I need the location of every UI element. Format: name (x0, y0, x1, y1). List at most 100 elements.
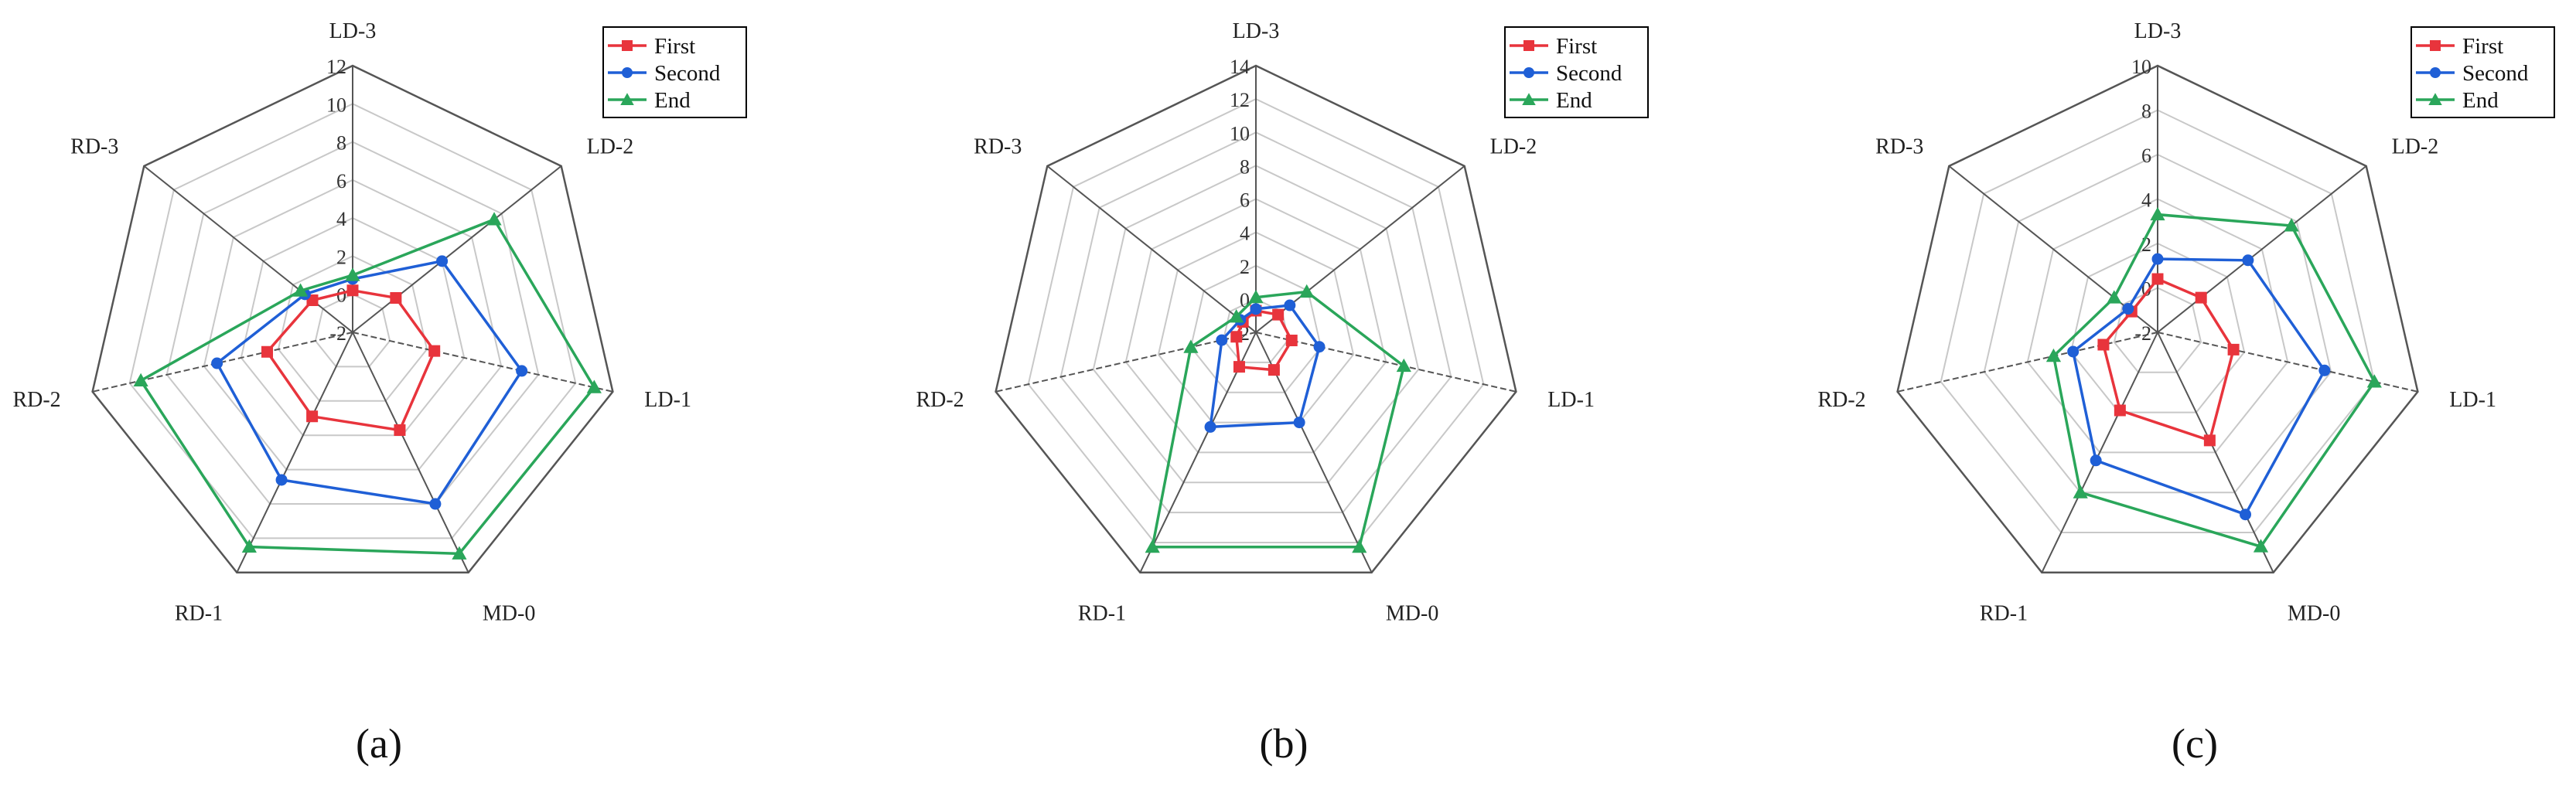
legend-label-second: Second (654, 61, 721, 86)
data-point-end (2284, 218, 2299, 232)
legend-marker-second (622, 67, 633, 78)
data-point-end (292, 283, 309, 297)
data-point-first (2195, 291, 2207, 304)
grid-ring (2026, 198, 2289, 454)
series-line-end (138, 217, 596, 556)
legend-label-second: Second (2462, 61, 2529, 86)
data-point-end (586, 379, 602, 393)
panel-label: (c) (2172, 720, 2218, 767)
grid-spoke (143, 165, 353, 333)
legend-marker-first (2430, 40, 2441, 51)
grid-spoke (236, 332, 353, 573)
radial-tick-labels: -2 0 2 4 6 8 10 12 (326, 56, 346, 345)
series-line-end (2052, 213, 2376, 549)
axis-label-md-0: MD-0 (483, 602, 535, 626)
grid-spoke (1255, 332, 1517, 393)
data-point-second (275, 474, 288, 486)
data-point-second (429, 498, 442, 510)
data-point-end (2107, 290, 2122, 304)
data-point-second (211, 357, 223, 369)
data-point-end (1183, 339, 1199, 353)
data-point-second (1204, 420, 1216, 433)
grid-ring (1092, 165, 1420, 484)
legend-marker-first (622, 40, 633, 51)
tick-label: -2 (2134, 322, 2151, 345)
legend-marker-end (1522, 93, 1536, 105)
tick-label: 10 (2131, 56, 2151, 78)
legend-entry-end: End (2416, 88, 2499, 113)
axis-label-rd-1: RD-1 (175, 602, 223, 626)
data-point-second (2090, 454, 2102, 467)
tick-label: 12 (1230, 89, 1250, 111)
axis-label-rd-2: RD-2 (1817, 388, 1865, 412)
axis-label-ld-3: LD-3 (329, 19, 377, 43)
data-point-end (345, 267, 360, 281)
radar-series (133, 212, 602, 560)
grid-spoke (352, 165, 562, 333)
radar-panel-a: -2 0 2 4 6 8 10 12 LD-3 LD-2 LD-1 MD-0 RD-1 RD-2 RD-3… (12, 19, 747, 767)
grid-ring (1059, 131, 1452, 514)
legend-label-second: Second (1556, 61, 1622, 86)
grid-spoke (2157, 332, 2274, 573)
grid-ring (314, 293, 391, 368)
data-point-first (1272, 308, 1285, 321)
legend-label-end: End (1556, 88, 1592, 113)
tick-label: 12 (326, 56, 346, 78)
legend-entry-end: End (608, 88, 691, 113)
grid-ring (1189, 264, 1322, 393)
data-point-end (2150, 206, 2165, 221)
data-point-end (2073, 485, 2088, 498)
grid-ring (91, 64, 614, 574)
grid-spoke (2041, 332, 2158, 573)
legend-marker-first (1523, 40, 1534, 51)
legend-label-end: End (2462, 88, 2499, 113)
data-point-first (394, 424, 406, 437)
axis-label-ld-2: LD-2 (2392, 135, 2439, 159)
data-point-first (2227, 343, 2240, 356)
data-point-first (2114, 404, 2126, 417)
axis-label-rd-1: RD-1 (1980, 602, 2028, 626)
panel-label: (a) (356, 720, 402, 767)
tick-label: 4 (336, 208, 346, 230)
tick-label: 2 (1240, 256, 1250, 278)
radar-grid (995, 64, 1517, 574)
grid-spoke (2157, 165, 2367, 333)
legend-entry-second: Second (2416, 61, 2529, 86)
series-line-end (1151, 290, 1406, 549)
tick-label: 2 (336, 246, 346, 268)
data-point-end (1396, 358, 1411, 373)
legend-label-end: End (654, 88, 691, 113)
data-point-end (1299, 284, 1315, 298)
data-point-first (306, 410, 319, 423)
axis-label-ld-1: LD-1 (644, 388, 691, 412)
data-point-first (390, 291, 402, 304)
grid-ring (1124, 198, 1387, 454)
data-point-end (1248, 289, 1264, 304)
panel-label: (b) (1260, 720, 1308, 767)
data-point-second (2122, 303, 2134, 315)
grid-ring (1157, 231, 1355, 424)
tick-label: 4 (2141, 189, 2151, 212)
data-point-second (1293, 417, 1305, 429)
axis-category-labels: LD-3 LD-2 LD-1 MD-0 RD-1 RD-2 RD-3 (916, 19, 1594, 626)
data-point-second (1216, 334, 1228, 346)
series-line-first (265, 289, 436, 432)
grid-ring (203, 179, 503, 471)
axis-label-rd-3: RD-3 (1875, 135, 1923, 159)
data-point-second (2067, 345, 2080, 358)
legend-marker-second (1523, 67, 1534, 78)
legend-label-first: First (654, 34, 695, 59)
data-point-first (1285, 335, 1298, 347)
grid-ring (1027, 97, 1485, 543)
tick-label: 14 (1230, 56, 1250, 78)
radar-grid (91, 64, 614, 574)
data-point-first (2203, 434, 2216, 447)
data-point-end (452, 546, 467, 560)
grid-ring (1896, 64, 2419, 574)
data-point-first (428, 345, 441, 357)
radar-panel-b: -202468101214 LD-3LD-2LD-1MD-0RD-1RD-2RD… (916, 19, 1649, 767)
data-point-second (2318, 364, 2331, 376)
axis-label-rd-3: RD-3 (974, 135, 1022, 159)
legend-entry-first: First (608, 34, 695, 59)
chart-legend: First Second End (602, 26, 747, 118)
